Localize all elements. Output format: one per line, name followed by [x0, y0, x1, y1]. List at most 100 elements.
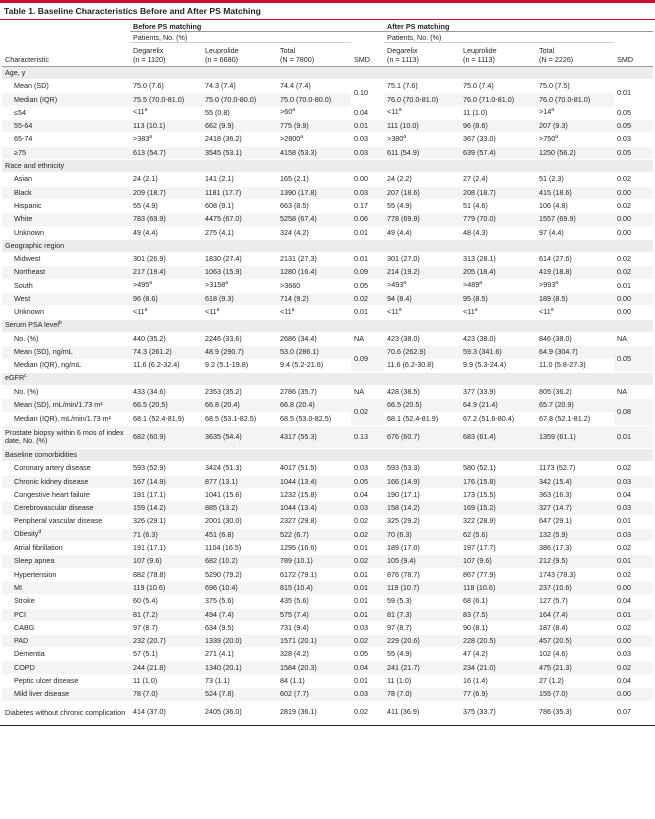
after-value-cell: 97 (4.4): [536, 226, 615, 240]
section-label: Race and ethnicity: [2, 159, 654, 174]
before-value-cell: 522 (6.7): [277, 528, 351, 543]
after-value-cell: 75.1 (7.6): [384, 79, 461, 94]
before-value-cell: 789 (10.1): [277, 554, 351, 569]
before-value-cell: 4317 (55.3): [277, 425, 351, 450]
before-value-cell: 68.5 (53.0-82.5): [277, 412, 351, 427]
before-smd-header: SMD: [351, 42, 385, 67]
after-patients-header: Patients, No. (%): [384, 31, 615, 43]
before-value-cell: 75.0 (70.0-80.0): [277, 93, 351, 107]
after-value-cell: 158 (14.2): [384, 501, 461, 516]
before-value-cell: 217 (19.4): [130, 265, 202, 280]
row-label: ≤54: [2, 106, 130, 121]
before-value-cell: 78 (7.0): [130, 687, 202, 702]
before-value-cell: 4017 (51.5): [277, 461, 351, 476]
before-value-cell: 682 (10.2): [202, 554, 277, 569]
before-value-cell: 191 (17.1): [130, 541, 202, 556]
before-value-cell: <11a: [202, 305, 277, 320]
after-value-cell: 16 (1.4): [460, 674, 537, 689]
before-value-cell: 97 (8.7): [130, 621, 202, 636]
before-value-cell: 119 (10.6): [130, 581, 202, 596]
after-value-cell: 457 (20.5): [536, 634, 615, 649]
before-smd-cell: 0.03: [351, 132, 385, 147]
table-row: No. (%) 433 (34.6) 2353 (35.2) 2786 (35.7) N…: [2, 385, 654, 400]
table-row: Prostate biopsy within 6 mos of index da…: [2, 425, 654, 450]
after-value-cell: 1250 (56.2): [536, 146, 615, 161]
after-value-cell: <11a: [384, 305, 461, 320]
after-value-cell: 55 (4.9): [384, 199, 461, 214]
before-value-cell: 1063 (15.9): [202, 265, 277, 280]
after-value-cell: >380a: [384, 132, 461, 147]
before-value-cell: 74.3 (261.2): [130, 345, 202, 360]
before-value-cell: 440 (35.2): [130, 332, 202, 347]
section-header-row: Baseline comorbidities: [2, 448, 654, 463]
row-label: Diabetes without chronic complication: [2, 701, 130, 725]
before-value-cell: 11.6 (6.2-32.4): [130, 359, 202, 373]
row-label: CABG: [2, 621, 130, 636]
before-value-cell: 2246 (33.6): [202, 332, 277, 347]
before-value-cell: 71 (6.3): [130, 528, 202, 543]
row-label: Obesityd: [2, 528, 130, 543]
after-smd-cell: 0.03: [614, 132, 654, 147]
before-value-cell: 375 (5.6): [202, 594, 277, 609]
table-row: West 96 (8.6) 618 (9.3) 714 (9.2) 0.02 94 (8.…: [2, 292, 654, 307]
before-value-cell: 2353 (35.2): [202, 385, 277, 400]
after-smd-cell: 0.02: [614, 661, 654, 676]
before-smd-cell: 0.09: [351, 265, 385, 280]
after-value-cell: 189 (8.5): [536, 292, 615, 307]
before-value-cell: 1280 (16.4): [277, 265, 351, 280]
before-value-cell: 84 (1.1): [277, 674, 351, 689]
after-value-cell: 423 (38.0): [460, 332, 537, 347]
table-row: Dementia 57 (5.1) 271 (4.1) 328 (4.2) 0.05 55…: [2, 647, 654, 662]
before-value-cell: 324 (4.2): [277, 226, 351, 240]
table-row: South >495a >3158a >3660 0.05 >493a >489a >993a…: [2, 279, 654, 294]
table-row: COPD 244 (21.8) 1340 (20.1) 1584 (20.3) 0.04…: [2, 661, 654, 676]
after-value-cell: 94 (8.4): [384, 292, 461, 307]
after-value-cell: 77 (6.9): [460, 687, 537, 702]
after-value-cell: 1359 (61.1): [536, 425, 615, 450]
after-value-cell: 1557 (69.9): [536, 212, 615, 227]
before-value-cell: 167 (14.9): [130, 475, 202, 489]
table-row: ≤54 <11a 55 (0.8) >60a 0.04 <11a 11 (1.0) >14a 0…: [2, 106, 654, 121]
after-value-cell: 106 (4.8): [536, 199, 615, 214]
after-value-cell: 342 (15.4): [536, 475, 615, 489]
before-value-cell: 618 (9.3): [202, 292, 277, 307]
table-row: Chronic kidney disease 167 (14.9) 877 (13.…: [2, 475, 654, 489]
after-value-cell: 70.6 (262.9): [384, 345, 461, 360]
row-label: Median (IQR), mL/min/1.73 m²: [2, 412, 130, 427]
before-smd-cell: 0.03: [351, 621, 385, 636]
table-row: Mean (SD), mL/min/1.73 m² 66.5 (20.5) 66.8…: [2, 398, 654, 427]
after-value-cell: 611 (54.9): [384, 146, 461, 161]
after-smd-cell: 0.03: [614, 647, 654, 662]
before-value-cell: 775 (9.9): [277, 119, 351, 134]
before-smd-cell: 0.17: [351, 199, 385, 214]
before-value-cell: 55 (4.9): [130, 199, 202, 214]
after-smd-cell: 0.00: [614, 687, 654, 702]
after-value-cell: 68.1 (52.4-81.9): [384, 412, 461, 427]
after-smd-cell: 0.00: [614, 186, 654, 200]
before-smd-cell: 0.01: [351, 541, 385, 556]
after-value-cell: 67.8 (52.1-81.2): [536, 412, 615, 427]
after-smd-cell: 0.02: [614, 568, 654, 582]
after-smd-cell: 0.05: [614, 119, 654, 134]
after-value-cell: >14a: [536, 106, 615, 121]
table-row: PCI 81 (7.2) 494 (7.4) 575 (7.4) 0.01 81 (7.3…: [2, 608, 654, 622]
before-value-cell: 433 (34.6): [130, 385, 202, 400]
after-value-cell: 301 (27.0): [384, 252, 461, 267]
after-smd-cell: 0.03: [614, 528, 654, 543]
before-value-cell: <11a: [277, 305, 351, 320]
after-value-cell: 876 (78.7): [384, 568, 461, 582]
after-degarelix-header: Degarelix (n = 1113): [384, 42, 461, 67]
after-value-cell: 55 (4.9): [384, 647, 461, 662]
table-row: Mean (SD) 75.0 (7.6) 74.3 (7.4) 74.4 (7.4) 0…: [2, 79, 654, 107]
before-smd-cell: 0.02: [351, 292, 385, 307]
table-bottom-rule: [0, 724, 655, 726]
before-smd-cell: NA: [351, 385, 385, 400]
table-row: Hispanic 55 (4.9) 608 (9.1) 663 (8.5) 0.17 55…: [2, 199, 654, 214]
table-row: Obesityd 71 (6.3) 451 (6.8) 522 (6.7) 0.02 70…: [2, 528, 654, 543]
after-value-cell: 423 (38.0): [384, 332, 461, 347]
after-value-cell: 176 (15.8): [460, 475, 537, 489]
before-value-cell: 4158 (53.3): [277, 146, 351, 161]
table-row: Peripheral vascular disease 326 (29.1) 200…: [2, 515, 654, 529]
after-value-cell: 48 (4.3): [460, 226, 537, 240]
